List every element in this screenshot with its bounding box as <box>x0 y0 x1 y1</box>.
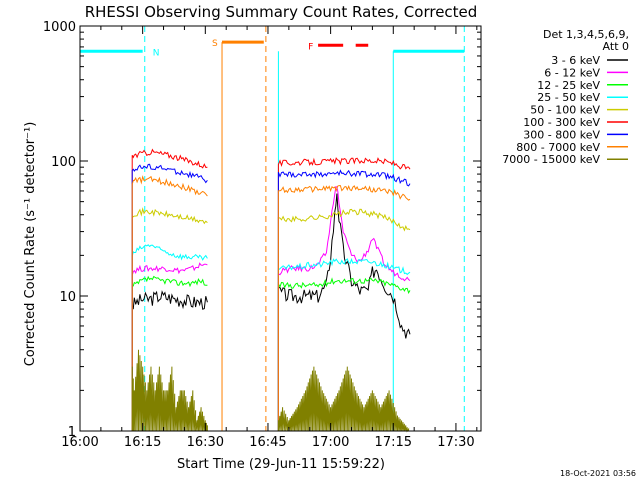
legend-entry-label: 800 - 7000 keV <box>516 141 600 154</box>
annotation-label-F: F <box>308 42 313 52</box>
legend-entry-label: 7000 - 15000 keV <box>502 153 600 166</box>
legend-title-line: Det 1,3,4,5,6,9, <box>543 28 629 41</box>
y-axis-label: Corrected Count Rate (s⁻¹ detector⁻¹) <box>23 122 38 367</box>
series-line-8-segment-1 <box>277 366 410 433</box>
x-tick-label: 16:15 <box>124 435 161 450</box>
chart-title: RHESSI Observing Summary Count Rates, Co… <box>85 3 478 21</box>
x-axis-label: Start Time (29-Jun-11 15:59:22) <box>177 457 385 472</box>
x-tick-label: 16:45 <box>249 435 286 450</box>
series-line-3-segment-1 <box>277 257 411 431</box>
series-line-1-segment-1 <box>277 186 411 431</box>
timestamp: 18-Oct-2021 03:56 <box>560 469 636 478</box>
axes: 16:00 16:15 16:30 16:45 17:00 17:15 17:30 1 10 10… <box>43 20 482 450</box>
legend-entry-label: 6 - 12 keV <box>544 66 600 79</box>
series-line-0-segment-0 <box>131 290 208 431</box>
x-tick-label: 17:00 <box>312 435 349 450</box>
series-line-1-segment-0 <box>131 262 208 431</box>
legend-entry-label: 300 - 800 keV <box>523 128 600 141</box>
series-line-0-segment-1 <box>277 193 411 431</box>
legend-entry-label: 12 - 25 keV <box>537 79 600 92</box>
y-tick-label: 10 <box>59 290 76 305</box>
annotation-label-S: S <box>212 39 218 49</box>
legend-title-line: Att 0 <box>603 40 629 53</box>
x-tick-label: 17:15 <box>375 435 412 450</box>
series-line-7-segment-0 <box>131 175 208 431</box>
series-line-7-segment-1 <box>277 184 411 431</box>
legend-entry-label: 50 - 100 keV <box>530 104 600 117</box>
series-line-2-segment-0 <box>131 275 208 431</box>
series-line-6-segment-0 <box>131 163 208 431</box>
x-tick-label: 16:00 <box>61 435 98 450</box>
y-tick-label: 1 <box>68 425 76 440</box>
y-tick-label: 1000 <box>43 20 76 35</box>
series-line-3-segment-0 <box>131 244 208 431</box>
series-line-4-segment-0 <box>131 207 208 431</box>
legend-entry-label: 3 - 6 keV <box>551 54 600 67</box>
series-line-4-segment-1 <box>277 208 411 431</box>
series-line-5-segment-1 <box>277 157 411 431</box>
legend-entry-label: 25 - 50 keV <box>537 91 600 104</box>
x-tick-label: 16:30 <box>187 435 224 450</box>
legend-entry-label: 100 - 300 keV <box>523 116 600 129</box>
x-tick-label: 17:30 <box>437 435 474 450</box>
plot-area: NS F <box>79 26 465 433</box>
series-line-8-segment-0 <box>131 349 208 432</box>
plot-frame <box>79 25 482 432</box>
series-line-6-segment-1 <box>277 169 411 431</box>
y-tick-label: 100 <box>51 155 76 170</box>
annotation-label-N: N <box>153 48 160 58</box>
series-line-2-segment-1 <box>277 277 411 431</box>
series-line-5-segment-0 <box>131 148 208 431</box>
